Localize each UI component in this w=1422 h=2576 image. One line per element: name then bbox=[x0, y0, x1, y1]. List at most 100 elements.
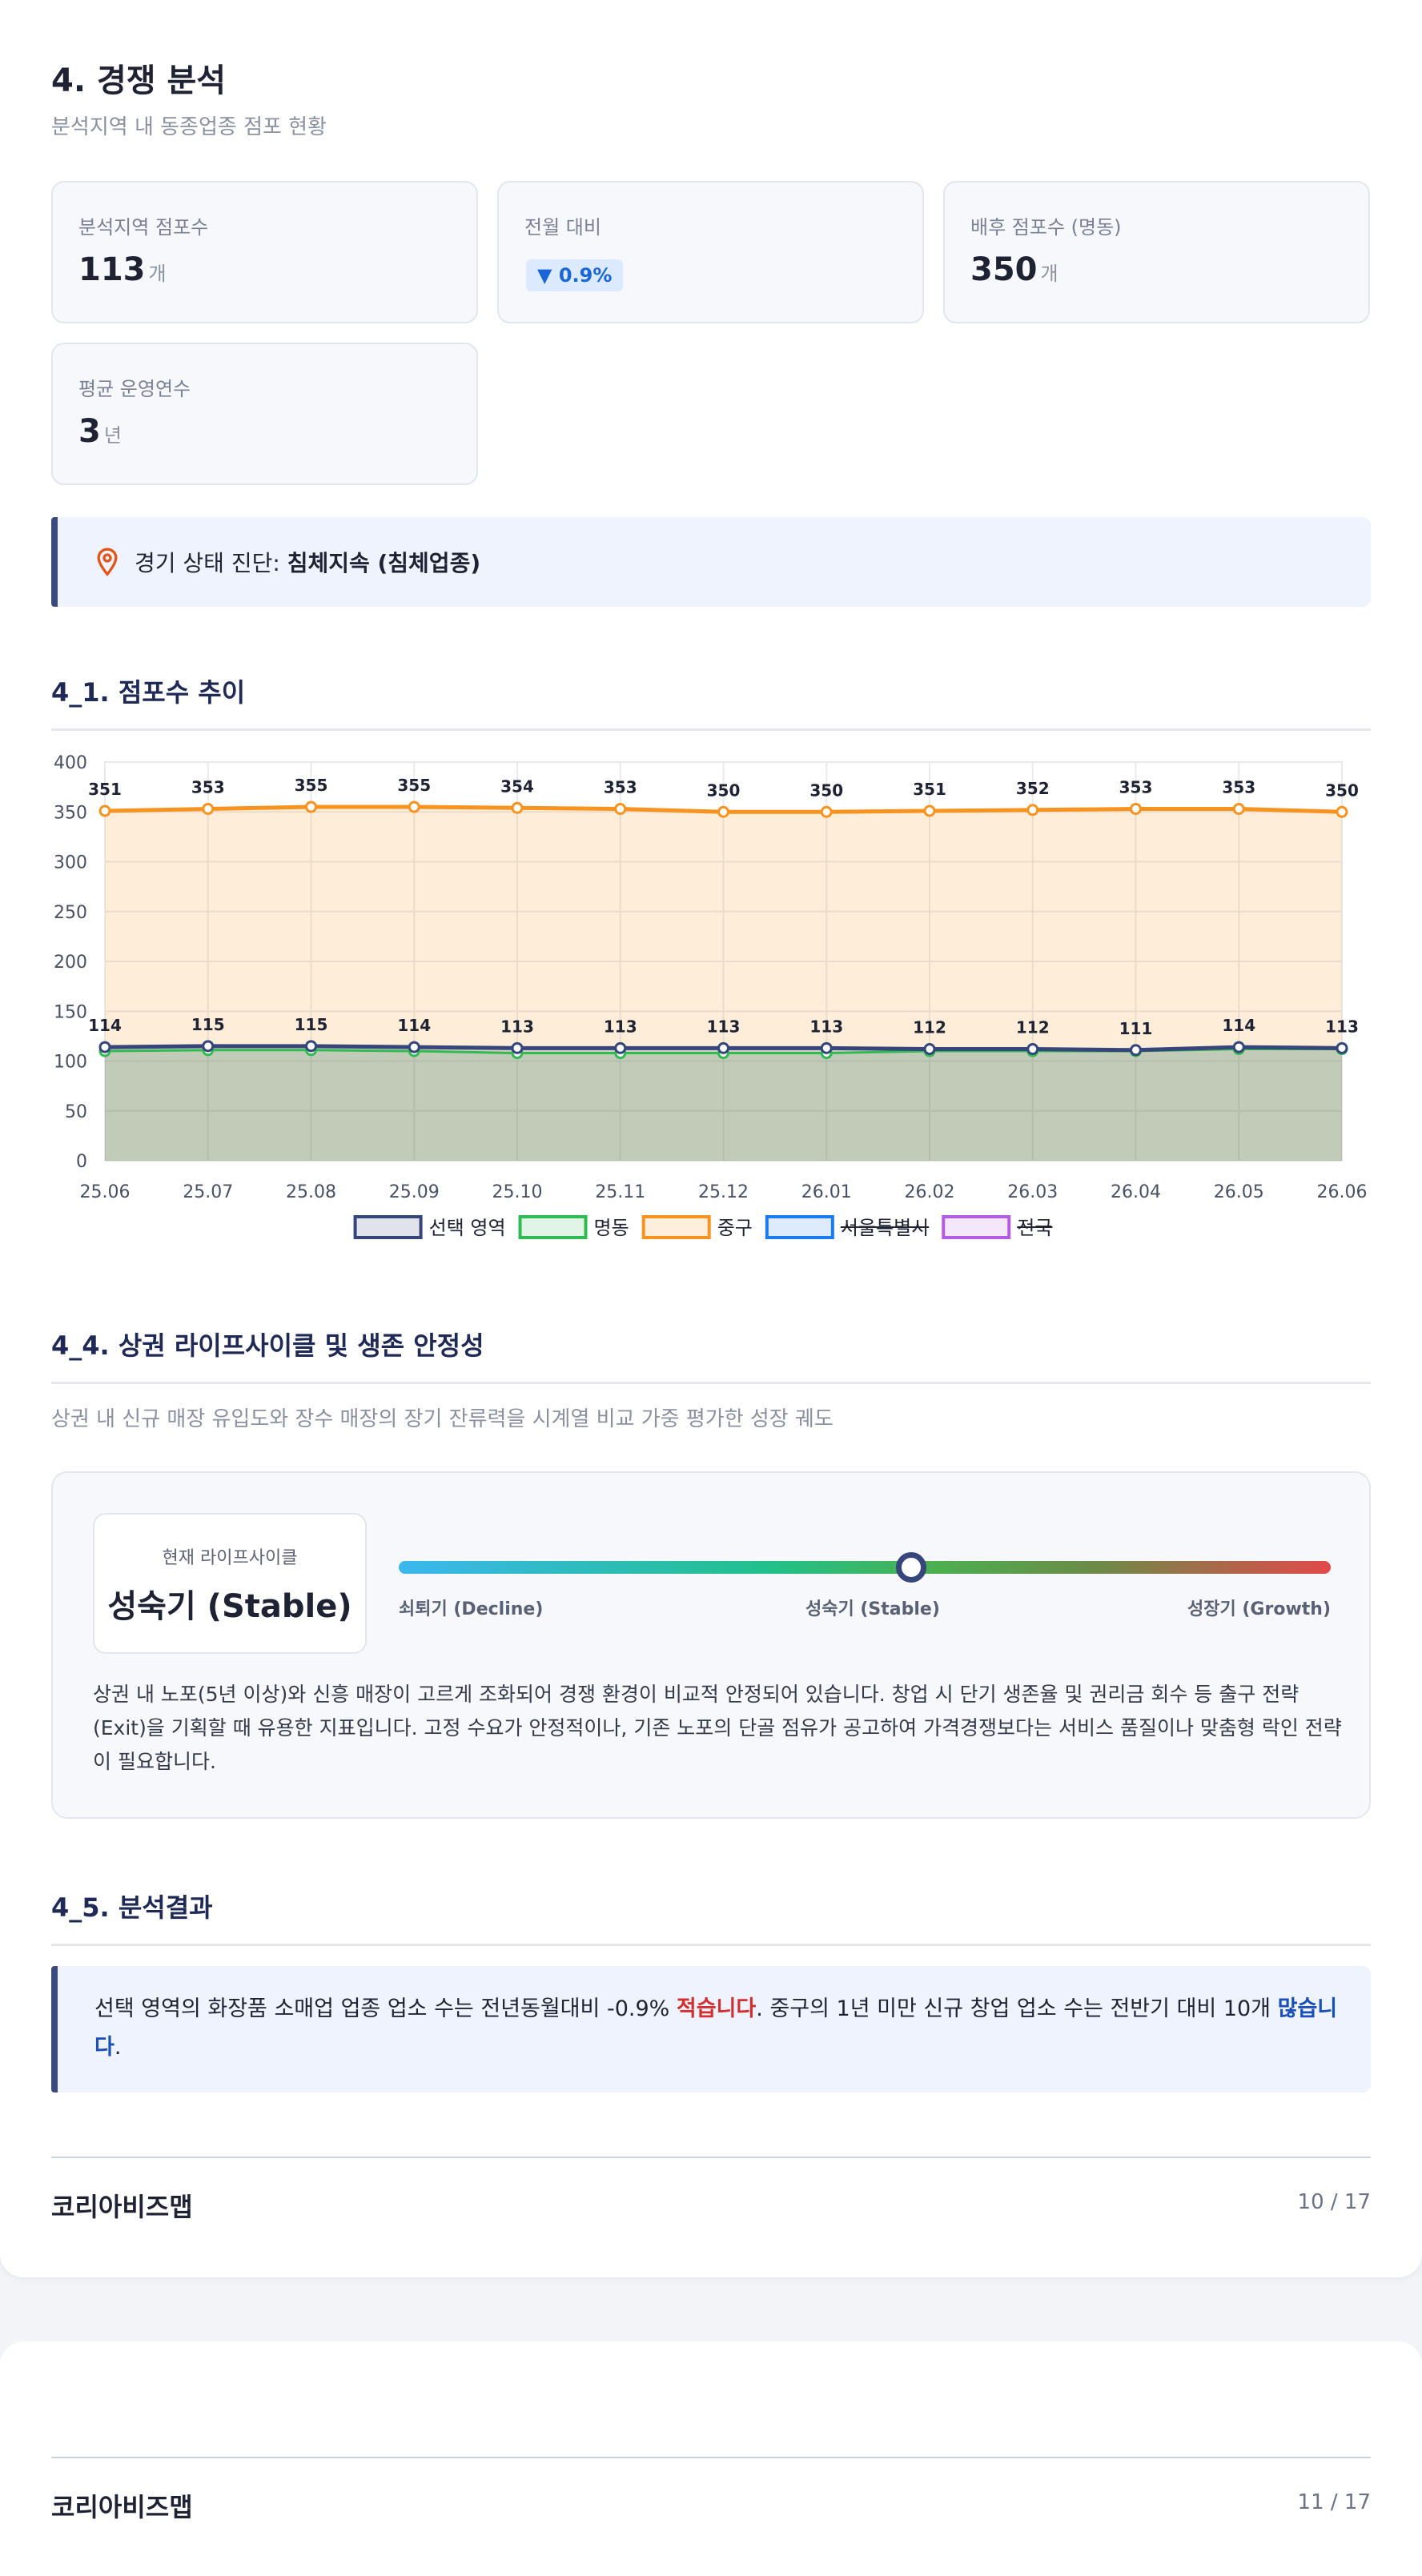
analysis-result-text: 선택 영역의 화장품 소매업 업종 업소 수는 전년동월대비 -0.9% 적습니… bbox=[94, 1996, 1338, 2060]
data-point bbox=[202, 1040, 215, 1053]
legend-item-선택 영역: 선택 영역 bbox=[353, 1215, 506, 1239]
gauge-label-stable: 성숙기 (Stable) bbox=[805, 1599, 940, 1619]
data-label: 113 bbox=[1325, 1017, 1359, 1036]
footer-divider bbox=[51, 2457, 1371, 2458]
y-tick-label: 50 bbox=[65, 1102, 87, 1122]
data-point bbox=[923, 804, 936, 817]
data-label: 113 bbox=[604, 1017, 637, 1036]
data-label: 353 bbox=[1222, 778, 1255, 797]
stat-card-hinterland-count: 배후 점포수 (명동) 350 개 bbox=[943, 181, 1370, 323]
legend-swatch bbox=[641, 1215, 711, 1239]
legend-item-명동: 명동 bbox=[518, 1215, 629, 1239]
series-area-중구 bbox=[105, 807, 1342, 1161]
series-area-선택 영역 bbox=[105, 1045, 1342, 1161]
footer-divider bbox=[51, 2157, 1371, 2158]
x-tick-label: 26.05 bbox=[1214, 1182, 1264, 1202]
data-label: 353 bbox=[604, 778, 637, 797]
data-label: 115 bbox=[191, 1015, 225, 1034]
legend-swatch bbox=[765, 1215, 834, 1239]
data-label: 353 bbox=[191, 778, 225, 797]
x-tick-label: 25.09 bbox=[389, 1182, 440, 1202]
legend-item-중구: 중구 bbox=[641, 1215, 753, 1239]
data-label: 350 bbox=[1325, 780, 1359, 800]
footer-brand: 코리아비즈맵 bbox=[51, 2492, 193, 2522]
page-subtitle: 분석지역 내 동종업종 점포 현황 bbox=[51, 115, 327, 139]
y-tick-label: 350 bbox=[54, 803, 87, 823]
lifecycle-stage-caption: 현재 라이프사이클 bbox=[162, 1548, 298, 1568]
legend-item-전국: 전국 bbox=[942, 1215, 1052, 1239]
x-tick-label: 26.04 bbox=[1111, 1182, 1161, 1202]
data-point bbox=[820, 1041, 833, 1054]
data-point bbox=[820, 805, 833, 818]
x-tick-label: 26.03 bbox=[1007, 1182, 1058, 1202]
data-point bbox=[511, 1041, 524, 1054]
lifecycle-stage-card: 현재 라이프사이클 성숙기 (Stable) bbox=[93, 1513, 367, 1654]
legend-label: 명동 bbox=[594, 1217, 629, 1239]
data-point bbox=[614, 803, 627, 816]
data-point bbox=[717, 805, 729, 818]
data-point bbox=[923, 1043, 936, 1056]
data-label: 114 bbox=[88, 1016, 122, 1035]
analysis-result-box: 선택 영역의 화장품 소매업 업종 업소 수는 전년동월대비 -0.9% 적습니… bbox=[51, 1966, 1371, 2092]
legend-item-서울특별시: 서울특별시 bbox=[765, 1215, 929, 1239]
legend-swatch bbox=[353, 1215, 423, 1239]
x-tick-label: 26.01 bbox=[801, 1182, 852, 1202]
data-point bbox=[614, 1041, 627, 1054]
y-tick-label: 400 bbox=[54, 753, 87, 773]
store-count-chart: 351 353 355 355 354 353 350 350 351 352 353 353 3501… bbox=[54, 753, 1367, 1239]
highlight-more: 많습니다 bbox=[94, 1996, 1338, 2060]
lifecycle-explanation: 상권 내 노포(5년 이상)와 신흥 매장이 고르게 조화되어 경쟁 환경이 비… bbox=[93, 1683, 1342, 1773]
legend-swatch bbox=[942, 1215, 1011, 1239]
x-tick-label: 26.02 bbox=[905, 1182, 955, 1202]
x-tick-label: 25.12 bbox=[698, 1182, 749, 1202]
x-tick-label: 25.06 bbox=[80, 1182, 131, 1202]
series-area-명동 bbox=[105, 1049, 1342, 1161]
lifecycle-stage-value: 성숙기 (Stable) bbox=[107, 1588, 352, 1625]
data-label: 114 bbox=[397, 1016, 431, 1035]
data-point bbox=[1336, 1041, 1348, 1054]
data-label: 350 bbox=[809, 780, 843, 800]
data-point bbox=[511, 801, 524, 814]
y-tick-label: 250 bbox=[54, 903, 87, 923]
data-point bbox=[1130, 803, 1142, 816]
section-title-result: 4_5. 분석결과 bbox=[51, 1888, 1371, 1946]
stat-card-store-count: 분석지역 점포수 113 개 bbox=[51, 181, 478, 323]
y-tick-label: 200 bbox=[54, 953, 87, 973]
section-title-store-trend: 4_1. 점포수 추이 bbox=[51, 672, 1371, 731]
data-label: 351 bbox=[913, 780, 946, 799]
data-point bbox=[408, 800, 420, 813]
data-point bbox=[1026, 1043, 1039, 1056]
stat-label: 평균 운영연수 bbox=[78, 378, 191, 400]
highlight-fewer: 적습니다 bbox=[676, 1996, 757, 2021]
change-badge: ▼ 0.9% bbox=[526, 259, 624, 291]
data-point bbox=[98, 1041, 111, 1053]
data-point bbox=[1232, 1041, 1245, 1053]
stat-value: 113 개 bbox=[78, 251, 167, 288]
data-label: 353 bbox=[1119, 778, 1153, 797]
lifecycle-description: 상권 내 신규 매장 유입도와 장수 매장의 장기 잔류력을 시계열 비교 가중… bbox=[51, 1407, 834, 1431]
y-tick-label: 300 bbox=[54, 853, 87, 873]
data-label: 115 bbox=[295, 1015, 328, 1034]
stat-value: 350 개 bbox=[970, 251, 1058, 288]
page-title: 4. 경쟁 분석 bbox=[51, 62, 227, 99]
legend-swatch bbox=[518, 1215, 588, 1239]
data-label: 355 bbox=[397, 776, 431, 795]
data-point bbox=[305, 1040, 317, 1053]
data-point bbox=[717, 1041, 729, 1054]
data-label: 350 bbox=[707, 780, 741, 800]
data-label: 113 bbox=[707, 1017, 741, 1036]
report-page-10: 4. 경쟁 분석 분석지역 내 동종업종 점포 현황 분석지역 점포수 113 개… bbox=[0, 0, 1422, 2277]
lifecycle-gauge-bar bbox=[399, 1561, 1331, 1574]
y-tick-label: 0 bbox=[76, 1152, 87, 1172]
x-tick-label: 25.10 bbox=[492, 1182, 543, 1202]
data-label: 352 bbox=[1016, 779, 1050, 798]
legend-label: 선택 영역 bbox=[429, 1217, 506, 1239]
report-page-11: 코리아비즈맵 11 / 17 bbox=[0, 2341, 1422, 2576]
lifecycle-panel: 현재 라이프사이클 성숙기 (Stable) 쇠퇴기 (Decline) 성숙기… bbox=[51, 1471, 1371, 1819]
x-tick-label: 25.08 bbox=[286, 1182, 336, 1202]
diagnosis-text: 경기 상태 진단: 침체지속 (침체업종) bbox=[135, 550, 481, 576]
x-tick-label: 25.11 bbox=[595, 1182, 645, 1202]
lifecycle-gauge-marker bbox=[896, 1552, 927, 1583]
